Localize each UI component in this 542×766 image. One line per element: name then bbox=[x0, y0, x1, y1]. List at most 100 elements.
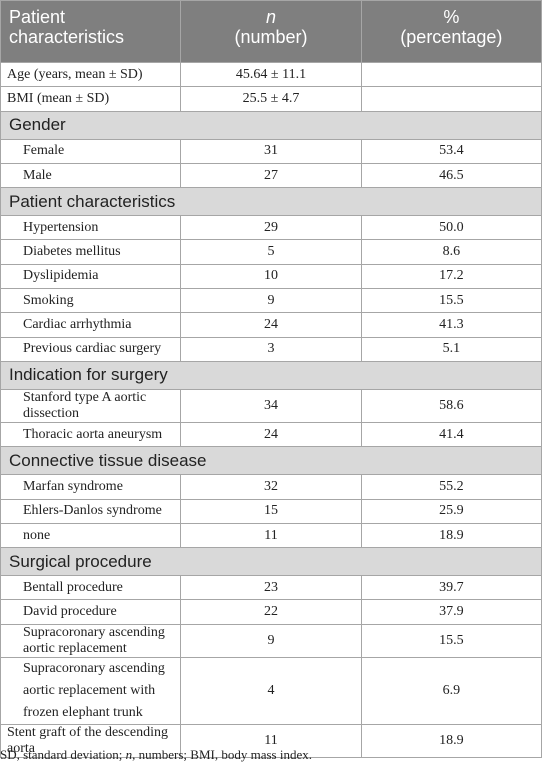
data-row: Thoracic aorta aneurysm 24 41.4 bbox=[0, 421, 542, 448]
cell: 45.64 ± 11.1 bbox=[180, 61, 362, 88]
data-row: Ehlers-Danlos syndrome 15 25.9 bbox=[0, 498, 542, 524]
row-label: Diabetes mellitus bbox=[0, 239, 182, 265]
data-row: Stanford type A aortic dissection 34 58.6 bbox=[0, 388, 542, 423]
cell: 55.2 bbox=[360, 474, 542, 500]
row-label: Hypertension bbox=[0, 215, 182, 241]
cell: 37.9 bbox=[360, 599, 542, 625]
cell: 27 bbox=[180, 162, 362, 189]
footnote: SD, standard deviation; n, numbers; BMI,… bbox=[0, 747, 312, 763]
data-row: Stent graft of the descending aorta 11 18.… bbox=[0, 723, 542, 758]
cell: 17.2 bbox=[360, 263, 542, 290]
data-row: none 11 18.9 bbox=[0, 522, 542, 549]
data-row: BMI (mean ± SD) 25.5 ± 4.7 bbox=[0, 86, 542, 112]
row-label: Stent graft of the descending aorta bbox=[0, 723, 182, 758]
cell bbox=[360, 61, 542, 88]
section-row: Surgical procedure bbox=[0, 547, 542, 577]
cell: 5.1 bbox=[360, 336, 542, 362]
data-row: Dyslipidemia 10 17.2 bbox=[0, 263, 542, 290]
header-cell: % (percentage) bbox=[360, 0, 542, 63]
cell: 41.4 bbox=[360, 421, 542, 448]
data-row: Marfan syndrome 32 55.2 bbox=[0, 474, 542, 500]
data-row: Supracoronary ascending aortic replaceme… bbox=[0, 656, 542, 725]
cell: 3 bbox=[180, 336, 362, 362]
cell: 58.6 bbox=[360, 388, 542, 423]
data-row: Cardiac arrhythmia 24 41.3 bbox=[0, 312, 542, 338]
header-row: Patient characteristics n (number)% (percen… bbox=[0, 0, 542, 63]
footnote-part: , numbers; BMI, body mass index. bbox=[132, 747, 312, 762]
header-text: Patient characteristics bbox=[9, 7, 125, 47]
cell: 25.5 ± 4.7 bbox=[180, 86, 362, 112]
cell: 24 bbox=[180, 312, 362, 338]
cell: 41.3 bbox=[360, 312, 542, 338]
section-row: Connective tissue disease bbox=[0, 446, 542, 476]
cell: 39.7 bbox=[360, 575, 542, 601]
header-cell: Patient characteristics bbox=[0, 0, 182, 63]
cell: 5 bbox=[180, 239, 362, 265]
row-label: Supracoronary ascending aortic replaceme… bbox=[0, 623, 182, 658]
cell: 10 bbox=[180, 263, 362, 290]
row-label: none bbox=[0, 522, 182, 549]
header-line: % bbox=[443, 7, 460, 27]
cell: 8.6 bbox=[360, 239, 542, 265]
row-label: Cardiac arrhythmia bbox=[0, 312, 182, 338]
cell bbox=[360, 86, 542, 112]
cell: 34 bbox=[180, 388, 362, 423]
section-row: Patient characteristics bbox=[0, 187, 542, 217]
row-label: Thoracic aorta aneurysm bbox=[0, 421, 182, 448]
cell: 4 bbox=[180, 656, 362, 725]
cell: 9 bbox=[180, 288, 362, 314]
row-label: Bentall procedure bbox=[0, 575, 182, 601]
cell: 18.9 bbox=[360, 723, 542, 758]
row-label: Stanford type A aortic dissection bbox=[0, 388, 182, 423]
cell: 15.5 bbox=[360, 288, 542, 314]
data-row: Diabetes mellitus 5 8.6 bbox=[0, 239, 542, 265]
row-label: Ehlers-Danlos syndrome bbox=[0, 498, 182, 524]
row-label: Age (years, mean ± SD) bbox=[0, 61, 182, 88]
cell: 53.4 bbox=[360, 138, 542, 164]
data-row: David procedure 22 37.9 bbox=[0, 599, 542, 625]
row-label: Female bbox=[0, 138, 182, 164]
data-row: Hypertension 29 50.0 bbox=[0, 215, 542, 241]
header-line: (number) bbox=[234, 27, 308, 47]
section-title: Patient characteristics bbox=[0, 187, 542, 217]
data-row: Male 27 46.5 bbox=[0, 162, 542, 189]
data-row: Smoking 9 15.5 bbox=[0, 288, 542, 314]
header-cell: n (number) bbox=[180, 0, 362, 63]
cell: 23 bbox=[180, 575, 362, 601]
section-title: Indication for surgery bbox=[0, 360, 542, 390]
cell: 11 bbox=[180, 522, 362, 549]
section-title: Gender bbox=[0, 110, 542, 140]
row-label: BMI (mean ± SD) bbox=[0, 86, 182, 112]
header-line: n bbox=[265, 7, 276, 27]
data-row: Bentall procedure 23 39.7 bbox=[0, 575, 542, 601]
footnote-part: n bbox=[125, 747, 133, 762]
cell: 18.9 bbox=[360, 522, 542, 549]
row-label: Previous cardiac surgery bbox=[0, 336, 182, 362]
cell: 15 bbox=[180, 498, 362, 524]
cell: 31 bbox=[180, 138, 362, 164]
cell: 29 bbox=[180, 215, 362, 241]
row-label: Male bbox=[0, 162, 182, 189]
data-row: Previous cardiac surgery 3 5.1 bbox=[0, 336, 542, 362]
cell: 46.5 bbox=[360, 162, 542, 189]
cell: 15.5 bbox=[360, 623, 542, 658]
section-title: Connective tissue disease bbox=[0, 446, 542, 476]
row-label: Marfan syndrome bbox=[0, 474, 182, 500]
cell: 11 bbox=[180, 723, 362, 758]
cell: 50.0 bbox=[360, 215, 542, 241]
data-row: Supracoronary ascending aortic replaceme… bbox=[0, 623, 542, 658]
row-label: Smoking bbox=[0, 288, 182, 314]
data-row: Age (years, mean ± SD) 45.64 ± 11.1 bbox=[0, 61, 542, 88]
section-row: Gender bbox=[0, 110, 542, 140]
cell: 9 bbox=[180, 623, 362, 658]
row-label: Dyslipidemia bbox=[0, 263, 182, 290]
data-row: Female 31 53.4 bbox=[0, 138, 542, 164]
section-row: Indication for surgery bbox=[0, 360, 542, 390]
row-label: Supracoronary ascending aortic replaceme… bbox=[0, 656, 182, 725]
footnote-part: SD, standard deviation; bbox=[0, 747, 126, 762]
cell: 32 bbox=[180, 474, 362, 500]
cell: 25.9 bbox=[360, 498, 542, 524]
